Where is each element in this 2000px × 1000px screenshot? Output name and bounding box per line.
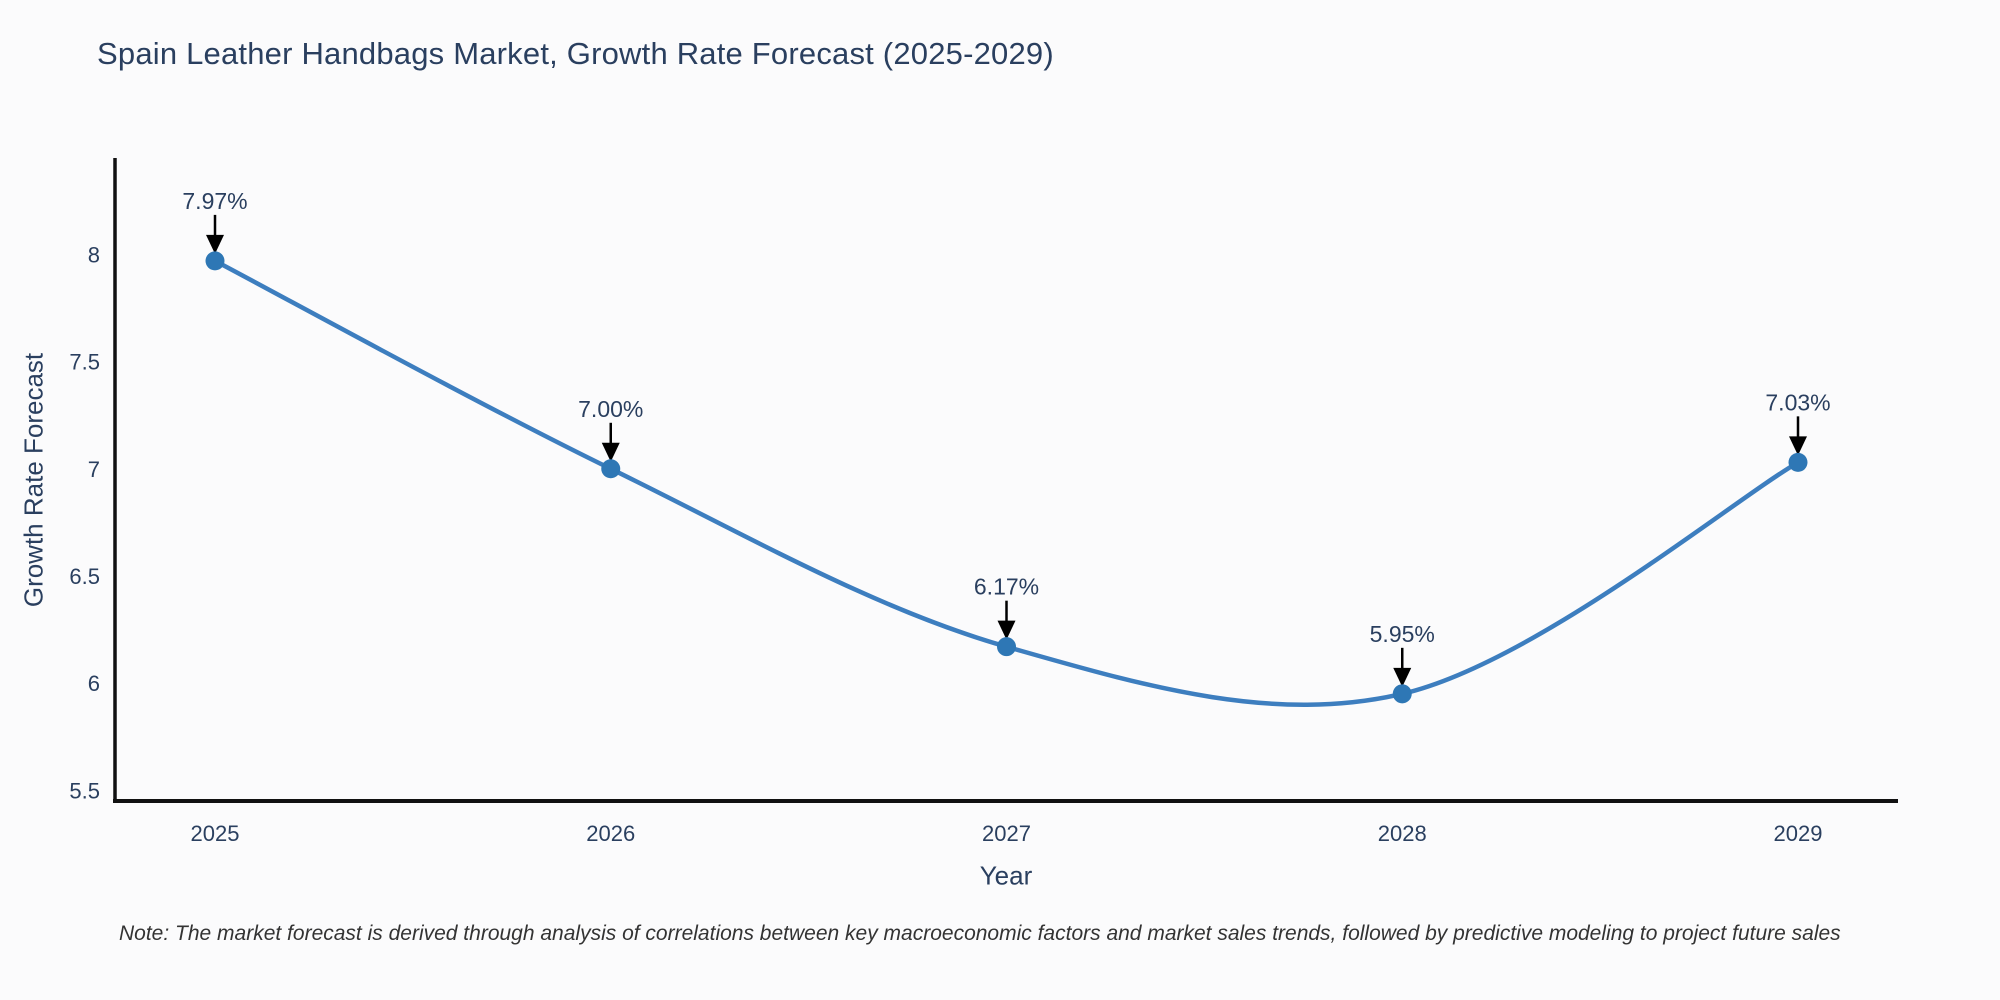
data-point-2027[interactable] — [997, 637, 1016, 657]
y-tick-label: 5.5 — [69, 778, 100, 803]
y-tick-label: 6.5 — [69, 564, 100, 589]
chart-footnote: Note: The market forecast is derived thr… — [119, 922, 1841, 945]
annotation-arrow-head — [1393, 667, 1412, 687]
point-value-label: 7.97% — [182, 188, 247, 214]
point-value-label: 6.17% — [974, 574, 1039, 600]
annotation-arrow-head — [997, 620, 1016, 640]
y-tick-label: 6 — [88, 671, 100, 696]
x-tick-label: 2027 — [982, 821, 1031, 846]
point-value-label: 7.00% — [578, 396, 643, 422]
annotation-arrow-head — [601, 442, 620, 462]
annotation-arrow-head — [1789, 436, 1807, 456]
data-point-2028[interactable] — [1392, 684, 1412, 704]
chart-title: Spain Leather Handbags Market, Growth Ra… — [97, 36, 1054, 71]
data-point-2025[interactable] — [205, 251, 225, 271]
y-tick-label: 8 — [88, 242, 100, 267]
y-tick-label: 7.5 — [69, 350, 100, 375]
annotation-arrow-head — [206, 234, 224, 254]
x-tick-label: 2025 — [191, 821, 240, 846]
x-tick-label: 2026 — [586, 821, 635, 846]
x-tick-label: 2029 — [1774, 821, 1823, 846]
y-tick-label: 7 — [88, 457, 100, 482]
point-value-label: 5.95% — [1370, 621, 1435, 647]
x-axis-title: Year — [979, 860, 1033, 891]
x-tick-label: 2028 — [1378, 821, 1427, 846]
data-point-2029[interactable] — [1788, 452, 1808, 472]
point-value-label: 7.03% — [1765, 389, 1830, 415]
data-point-2026[interactable] — [601, 459, 621, 479]
